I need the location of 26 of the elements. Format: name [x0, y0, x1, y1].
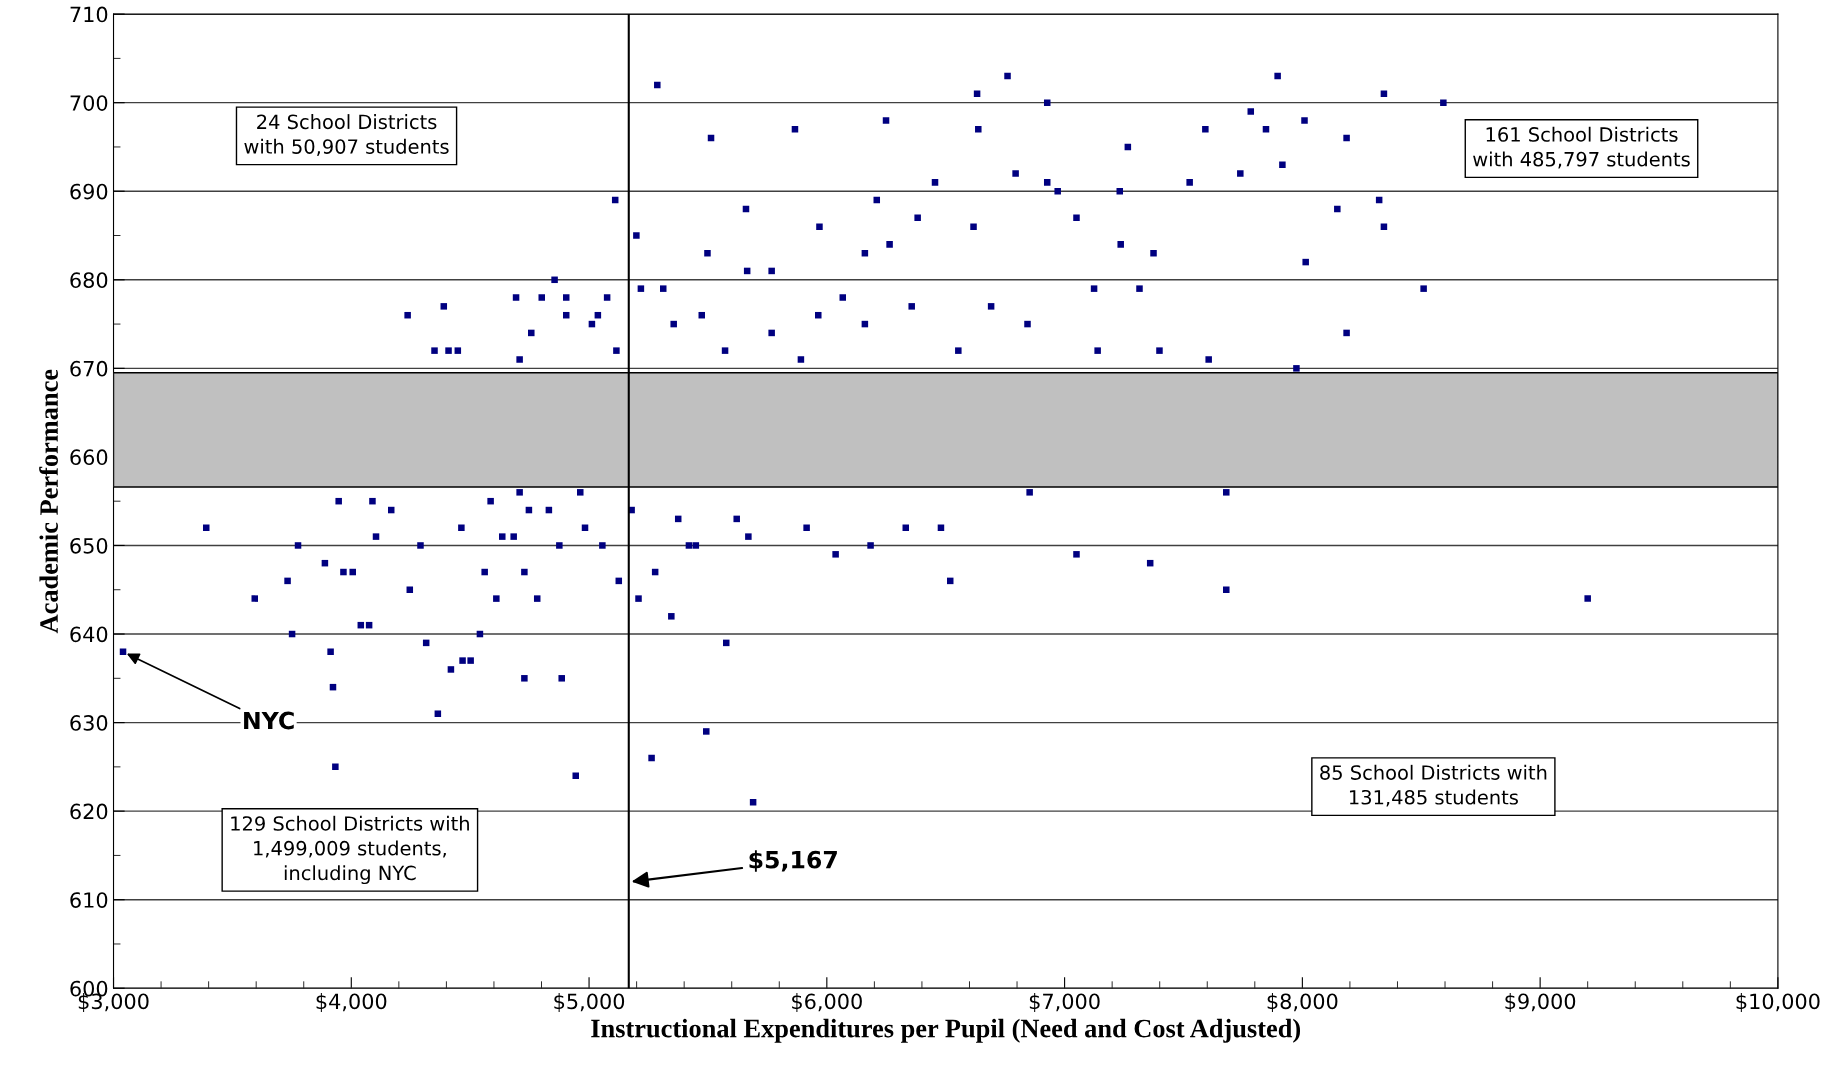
- x-tick-label: $7,000: [1029, 993, 1100, 1013]
- x-tick-label: $6,000: [792, 993, 862, 1013]
- annotation: 85 School Districts with 131,485 students: [1320, 764, 1547, 807]
- y-tick-label: 700: [70, 95, 108, 111]
- y-tick-label: 620: [70, 803, 108, 820]
- y-tick-label: 650: [70, 537, 108, 554]
- x-tick-label: $9,000: [1505, 993, 1576, 1013]
- y-tick-label: 630: [70, 715, 108, 731]
- y-tick-label: 690: [70, 183, 108, 200]
- x-tick-label: $10,000: [1736, 993, 1820, 1013]
- y-tick-label: 710: [70, 6, 108, 23]
- y-axis-title: Academic Performance: [39, 369, 58, 634]
- y-tick-label: 660: [70, 449, 108, 466]
- ref-line-label: $5,167: [749, 850, 837, 872]
- y-tick-label: 680: [70, 272, 108, 288]
- x-tick-label: $8,000: [1267, 993, 1338, 1013]
- annotation: 161 School Districts with 485,797 students: [1473, 126, 1690, 169]
- x-axis-title: Instructional Expenditures per Pupil (Need and Cost Adjusted): [591, 1018, 1301, 1043]
- x-tick-label: $4,000: [316, 993, 387, 1013]
- annotation: 129 School Districts with 1,499,009 students, including NYC: [231, 815, 469, 885]
- y-tick-label: 670: [70, 360, 108, 377]
- annotation: 24 School Districts with 50,907 students: [244, 114, 449, 156]
- y-tick-label: 640: [70, 626, 108, 643]
- x-tick-label: $5,000: [554, 993, 625, 1013]
- annotation: NYC: [244, 711, 294, 730]
- y-tick-label: 610: [70, 892, 108, 908]
